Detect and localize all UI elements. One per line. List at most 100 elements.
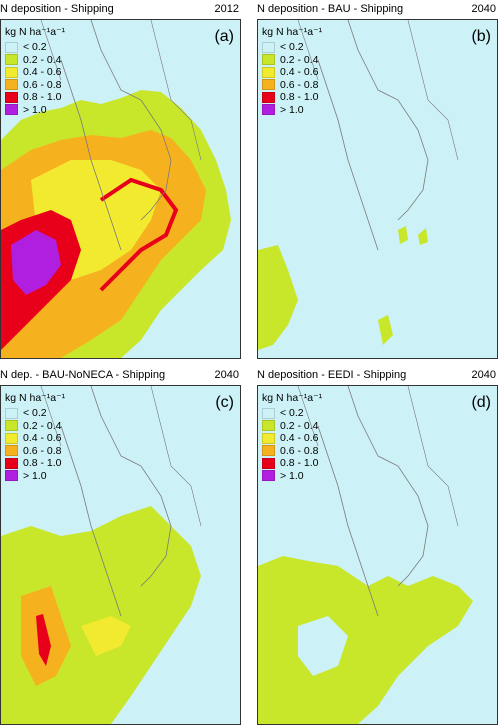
panel-title: N dep. - BAU-NoNECA - Shipping — [0, 369, 166, 381]
legend-label: 0.2 - 0.4 — [280, 53, 319, 66]
legend-title: kg N ha⁻¹a⁻¹ — [262, 392, 323, 404]
map-panel-c: N dep. - BAU-NoNECA - Shipping 2040 kg N… — [0, 368, 241, 725]
deposition-area-low — [258, 245, 298, 350]
legend-item: 0.8 - 1.0 — [262, 457, 322, 470]
legend-item: < 0.2 — [262, 407, 322, 420]
legend-swatch — [262, 66, 275, 78]
panel-letter: (c) — [215, 394, 234, 411]
legend-label: > 1.0 — [23, 103, 47, 116]
deposition-area-yellow — [81, 616, 131, 656]
legend-item: < 0.2 — [5, 407, 65, 420]
legend-title: kg N ha⁻¹a⁻¹ — [5, 26, 66, 38]
legend: kg N ha⁻¹a⁻¹ < 0.2 0.2 - 0.4 0.4 - 0.6 0.6 -… — [262, 392, 322, 482]
shipping-lane — [99, 177, 179, 292]
deposition-map — [258, 386, 473, 724]
legend-item: > 1.0 — [5, 104, 65, 117]
panel-year: 2040 — [471, 3, 496, 15]
legend: kg N ha⁻¹a⁻¹ < 0.2 0.2 - 0.4 0.4 - 0.6 0.6 -… — [262, 26, 322, 116]
legend-item: < 0.2 — [262, 41, 322, 54]
legend-swatch — [5, 445, 18, 457]
legend-swatch — [262, 104, 275, 116]
legend-item: 0.6 - 0.8 — [262, 445, 322, 458]
deposition-map — [258, 20, 459, 350]
legend-swatch — [5, 470, 18, 482]
panel-letter: (a) — [214, 28, 234, 45]
legend-swatch — [262, 470, 275, 482]
panel-header: N deposition - EEDI - Shipping 2040 — [257, 368, 498, 384]
legend-label: 0.2 - 0.4 — [23, 419, 62, 432]
deposition-map — [1, 20, 231, 358]
panel-year: 2040 — [214, 369, 239, 381]
deposition-map — [1, 386, 202, 724]
legend-swatch — [262, 79, 275, 91]
border-line — [297, 20, 459, 161]
legend-item: 0.8 - 1.0 — [262, 91, 322, 104]
legend-item: 0.6 - 0.8 — [5, 79, 65, 92]
legend-item: 0.4 - 0.6 — [5, 66, 65, 79]
map-frame: kg N ha⁻¹a⁻¹ < 0.2 0.2 - 0.4 0.4 - 0.6 0.6 -… — [257, 385, 498, 725]
legend-item: 0.2 - 0.4 — [262, 54, 322, 67]
legend-item: 0.6 - 0.8 — [262, 79, 322, 92]
legend-item: 0.8 - 1.0 — [5, 91, 65, 104]
legend-item: > 1.0 — [5, 470, 65, 483]
legend-label: 0.4 - 0.6 — [23, 66, 62, 79]
legend-swatch — [5, 54, 18, 66]
legend-item: 0.6 - 0.8 — [5, 445, 65, 458]
legend-label: 0.8 - 1.0 — [280, 91, 319, 104]
legend-label: 0.8 - 1.0 — [23, 91, 62, 104]
legend-swatch — [5, 66, 18, 78]
border-line — [40, 20, 202, 161]
legend-item: 0.8 - 1.0 — [5, 457, 65, 470]
border-line — [297, 386, 459, 527]
legend-label: 0.6 - 0.8 — [23, 444, 62, 457]
panel-letter: (d) — [471, 394, 491, 411]
legend-label: < 0.2 — [23, 41, 47, 54]
legend-swatch — [5, 79, 18, 91]
legend-label: > 1.0 — [280, 103, 304, 116]
map-frame: kg N ha⁻¹a⁻¹ < 0.2 0.2 - 0.4 0.4 - 0.6 0.6 -… — [257, 19, 498, 359]
deposition-area-high — [36, 614, 51, 666]
legend-item: 0.4 - 0.6 — [262, 432, 322, 445]
panel-header: N deposition - BAU - Shipping 2040 — [257, 2, 498, 18]
legend-swatch — [262, 54, 275, 66]
legend-swatch — [5, 91, 18, 103]
panel-title: N deposition - BAU - Shipping — [257, 3, 404, 15]
map-frame: kg N ha⁻¹a⁻¹ < 0.2 0.2 - 0.4 0.4 - 0.6 0.6 -… — [0, 19, 241, 359]
legend-swatch — [262, 420, 275, 432]
legend-label: < 0.2 — [23, 407, 47, 420]
legend-swatch — [5, 41, 18, 53]
legend: kg N ha⁻¹a⁻¹ < 0.2 0.2 - 0.4 0.4 - 0.6 0.6 -… — [5, 392, 65, 482]
panel-year: 2012 — [214, 3, 239, 15]
panel-header: N deposition - Shipping 2012 — [0, 2, 241, 18]
legend-title: kg N ha⁻¹a⁻¹ — [262, 26, 323, 38]
legend-label: > 1.0 — [280, 469, 304, 482]
legend-swatch — [262, 457, 275, 469]
legend-label: 0.6 - 0.8 — [280, 444, 319, 457]
legend-label: 0.4 - 0.6 — [280, 66, 319, 79]
legend-swatch — [5, 104, 18, 116]
legend-label: 0.4 - 0.6 — [280, 432, 319, 445]
map-panel-b: N deposition - BAU - Shipping 2040 kg N … — [257, 2, 498, 359]
legend-item: 0.4 - 0.6 — [5, 432, 65, 445]
coastline — [317, 386, 429, 617]
deposition-area-clear — [298, 616, 348, 676]
legend: kg N ha⁻¹a⁻¹ < 0.2 0.2 - 0.4 0.4 - 0.6 0.6 -… — [5, 26, 65, 116]
legend-label: 0.8 - 1.0 — [280, 457, 319, 470]
legend-swatch — [5, 420, 18, 432]
legend-item: 0.2 - 0.4 — [5, 54, 65, 67]
panel-year: 2040 — [471, 369, 496, 381]
legend-swatch — [262, 432, 275, 444]
legend-swatch — [262, 41, 275, 53]
panel-header: N dep. - BAU-NoNECA - Shipping 2040 — [0, 368, 241, 384]
legend-label: 0.2 - 0.4 — [23, 53, 62, 66]
legend-item: < 0.2 — [5, 41, 65, 54]
legend-label: < 0.2 — [280, 41, 304, 54]
deposition-area-low — [258, 556, 473, 724]
legend-swatch — [5, 457, 18, 469]
legend-label: 0.6 - 0.8 — [23, 78, 62, 91]
coastline — [60, 20, 172, 251]
border-line — [40, 386, 202, 527]
map-panel-a: N deposition - Shipping 2012 kg N ha⁻¹a⁻… — [0, 2, 241, 359]
legend-label: 0.4 - 0.6 — [23, 432, 62, 445]
legend-swatch — [262, 91, 275, 103]
